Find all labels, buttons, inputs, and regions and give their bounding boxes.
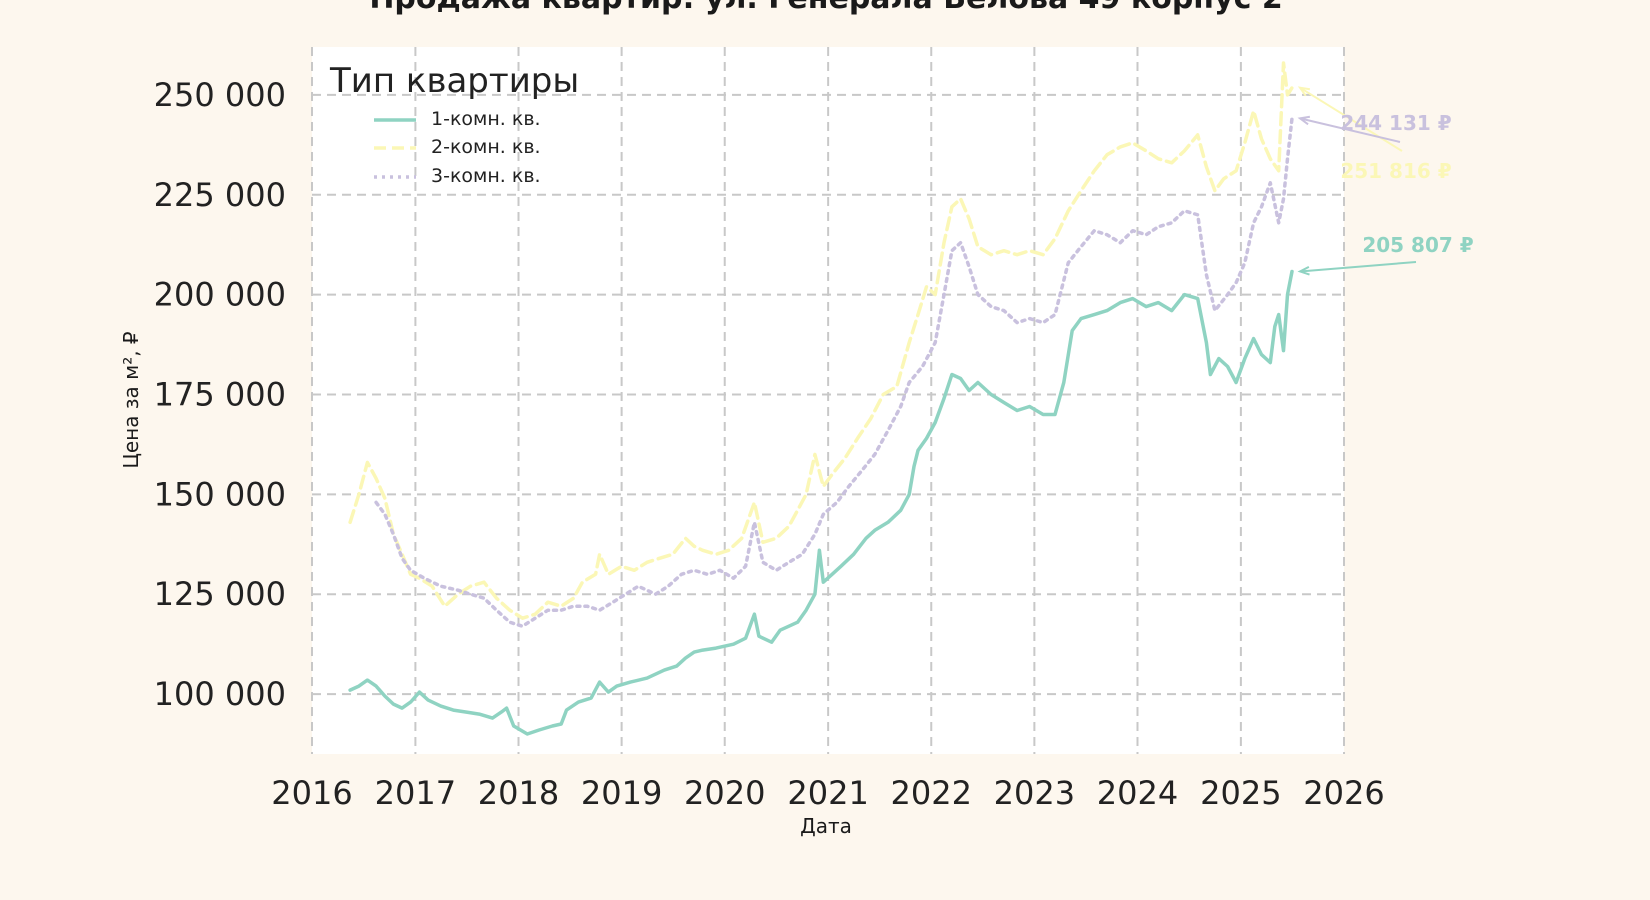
legend-entry-3: 3-комн. кв. [374, 165, 541, 187]
y-tick-label: 250 000 [154, 76, 286, 114]
end-label-2: 251 816 ₽ [1340, 159, 1451, 183]
end-label-1-arrow [1299, 261, 1417, 273]
y-axis-label: Цена за м², ₽ [119, 331, 143, 469]
series-layer [348, 61, 1294, 736]
series-line-2 [348, 61, 1294, 620]
end-label-layer: 205 807 ₽ 251 816 ₽ 244 131 ₽ [1297, 86, 1474, 276]
chart-title: Продажа квартир: ул. Генерала Белова 49 … [369, 0, 1282, 16]
end-label-1: 205 807 ₽ [1362, 233, 1473, 257]
x-tick-label: 2021 [787, 774, 868, 812]
end-label-3-arrow [1299, 117, 1401, 143]
x-tick-label: 2025 [1200, 774, 1281, 812]
end-label-2-arrowhead [1297, 86, 1311, 97]
x-tick-label: 2022 [891, 774, 972, 812]
axis-layer: 100 000 125 000 150 000 175 000 200 000 225 0… [154, 76, 1385, 812]
end-label-1-arrowhead [1297, 265, 1310, 276]
x-tick-label: 2018 [478, 774, 559, 812]
x-tick-label: 2023 [994, 774, 1075, 812]
legend: Тип квартиры 1-комн. кв. 2-комн. кв. 3-к… [329, 61, 579, 187]
legend-label-3: 3-комн. кв. [431, 165, 541, 187]
x-tick-label: 2016 [271, 774, 352, 812]
legend-label-1: 1-комн. кв. [431, 108, 541, 130]
y-tick-label: 125 000 [154, 575, 286, 613]
x-tick-label: 2017 [375, 774, 456, 812]
end-label-2-arrow [1299, 86, 1403, 152]
x-axis-label: Дата [800, 814, 852, 838]
x-tick-label: 2020 [684, 774, 765, 812]
x-tick-label: 2019 [581, 774, 662, 812]
legend-entry-2: 2-комн. кв. [374, 136, 541, 158]
end-label-3: 244 131 ₽ [1340, 111, 1451, 135]
x-tick-label: 2024 [1097, 774, 1178, 812]
x-tick-label: 2026 [1303, 774, 1384, 812]
y-tick-label: 175 000 [154, 376, 286, 414]
y-tick-label: 100 000 [154, 675, 286, 713]
legend-label-2: 2-комн. кв. [431, 136, 541, 158]
series-line-3 [374, 116, 1294, 628]
y-tick-label: 200 000 [154, 276, 286, 314]
series-line-1 [348, 269, 1294, 736]
grid-layer [311, 47, 1345, 754]
legend-entry-1: 1-комн. кв. [374, 108, 541, 130]
y-tick-label: 150 000 [154, 475, 286, 513]
end-label-3-arrowhead [1297, 115, 1311, 126]
y-tick-label: 225 000 [154, 176, 286, 214]
legend-title: Тип квартиры [329, 61, 579, 101]
